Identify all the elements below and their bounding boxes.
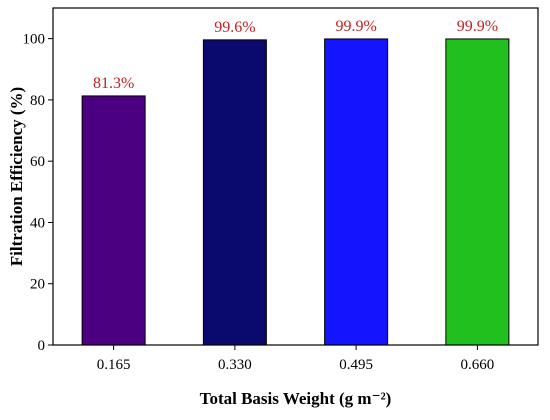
y-tick-label: 100: [23, 32, 46, 48]
y-axis-title: Filtration Efficiency (%): [7, 87, 26, 266]
data-label: 99.9%: [335, 18, 376, 35]
bar-0.660: [445, 38, 510, 346]
plot-frame: [52, 7, 539, 346]
x-tick-label: 0.165: [97, 357, 131, 373]
ticks-layer: 0 20 40 60 80 100 0.165 0.330 0.495 0.660: [23, 32, 495, 373]
y-tick-label: 80: [30, 93, 45, 109]
bar-0.330: [202, 39, 267, 346]
x-tick-label: 0.660: [461, 357, 495, 373]
y-tick-label: 20: [30, 277, 45, 293]
bar-0.495: [324, 38, 389, 346]
data-label: 99.6%: [214, 19, 255, 36]
x-tick-label: 0.330: [218, 357, 252, 373]
y-tick-label: 40: [30, 215, 45, 231]
data-label: 99.9%: [457, 18, 498, 35]
x-tick-label: 0.495: [339, 357, 373, 373]
x-axis-title: Total Basis Weight (g m⁻²): [200, 389, 392, 408]
bars-layer: 81.3% 99.6% 99.9% 99.9%: [81, 18, 510, 346]
y-tick-label: 60: [30, 154, 45, 170]
bar-0.165: [81, 95, 146, 346]
y-tick-label: 0: [38, 338, 46, 354]
data-label: 81.3%: [93, 75, 134, 92]
